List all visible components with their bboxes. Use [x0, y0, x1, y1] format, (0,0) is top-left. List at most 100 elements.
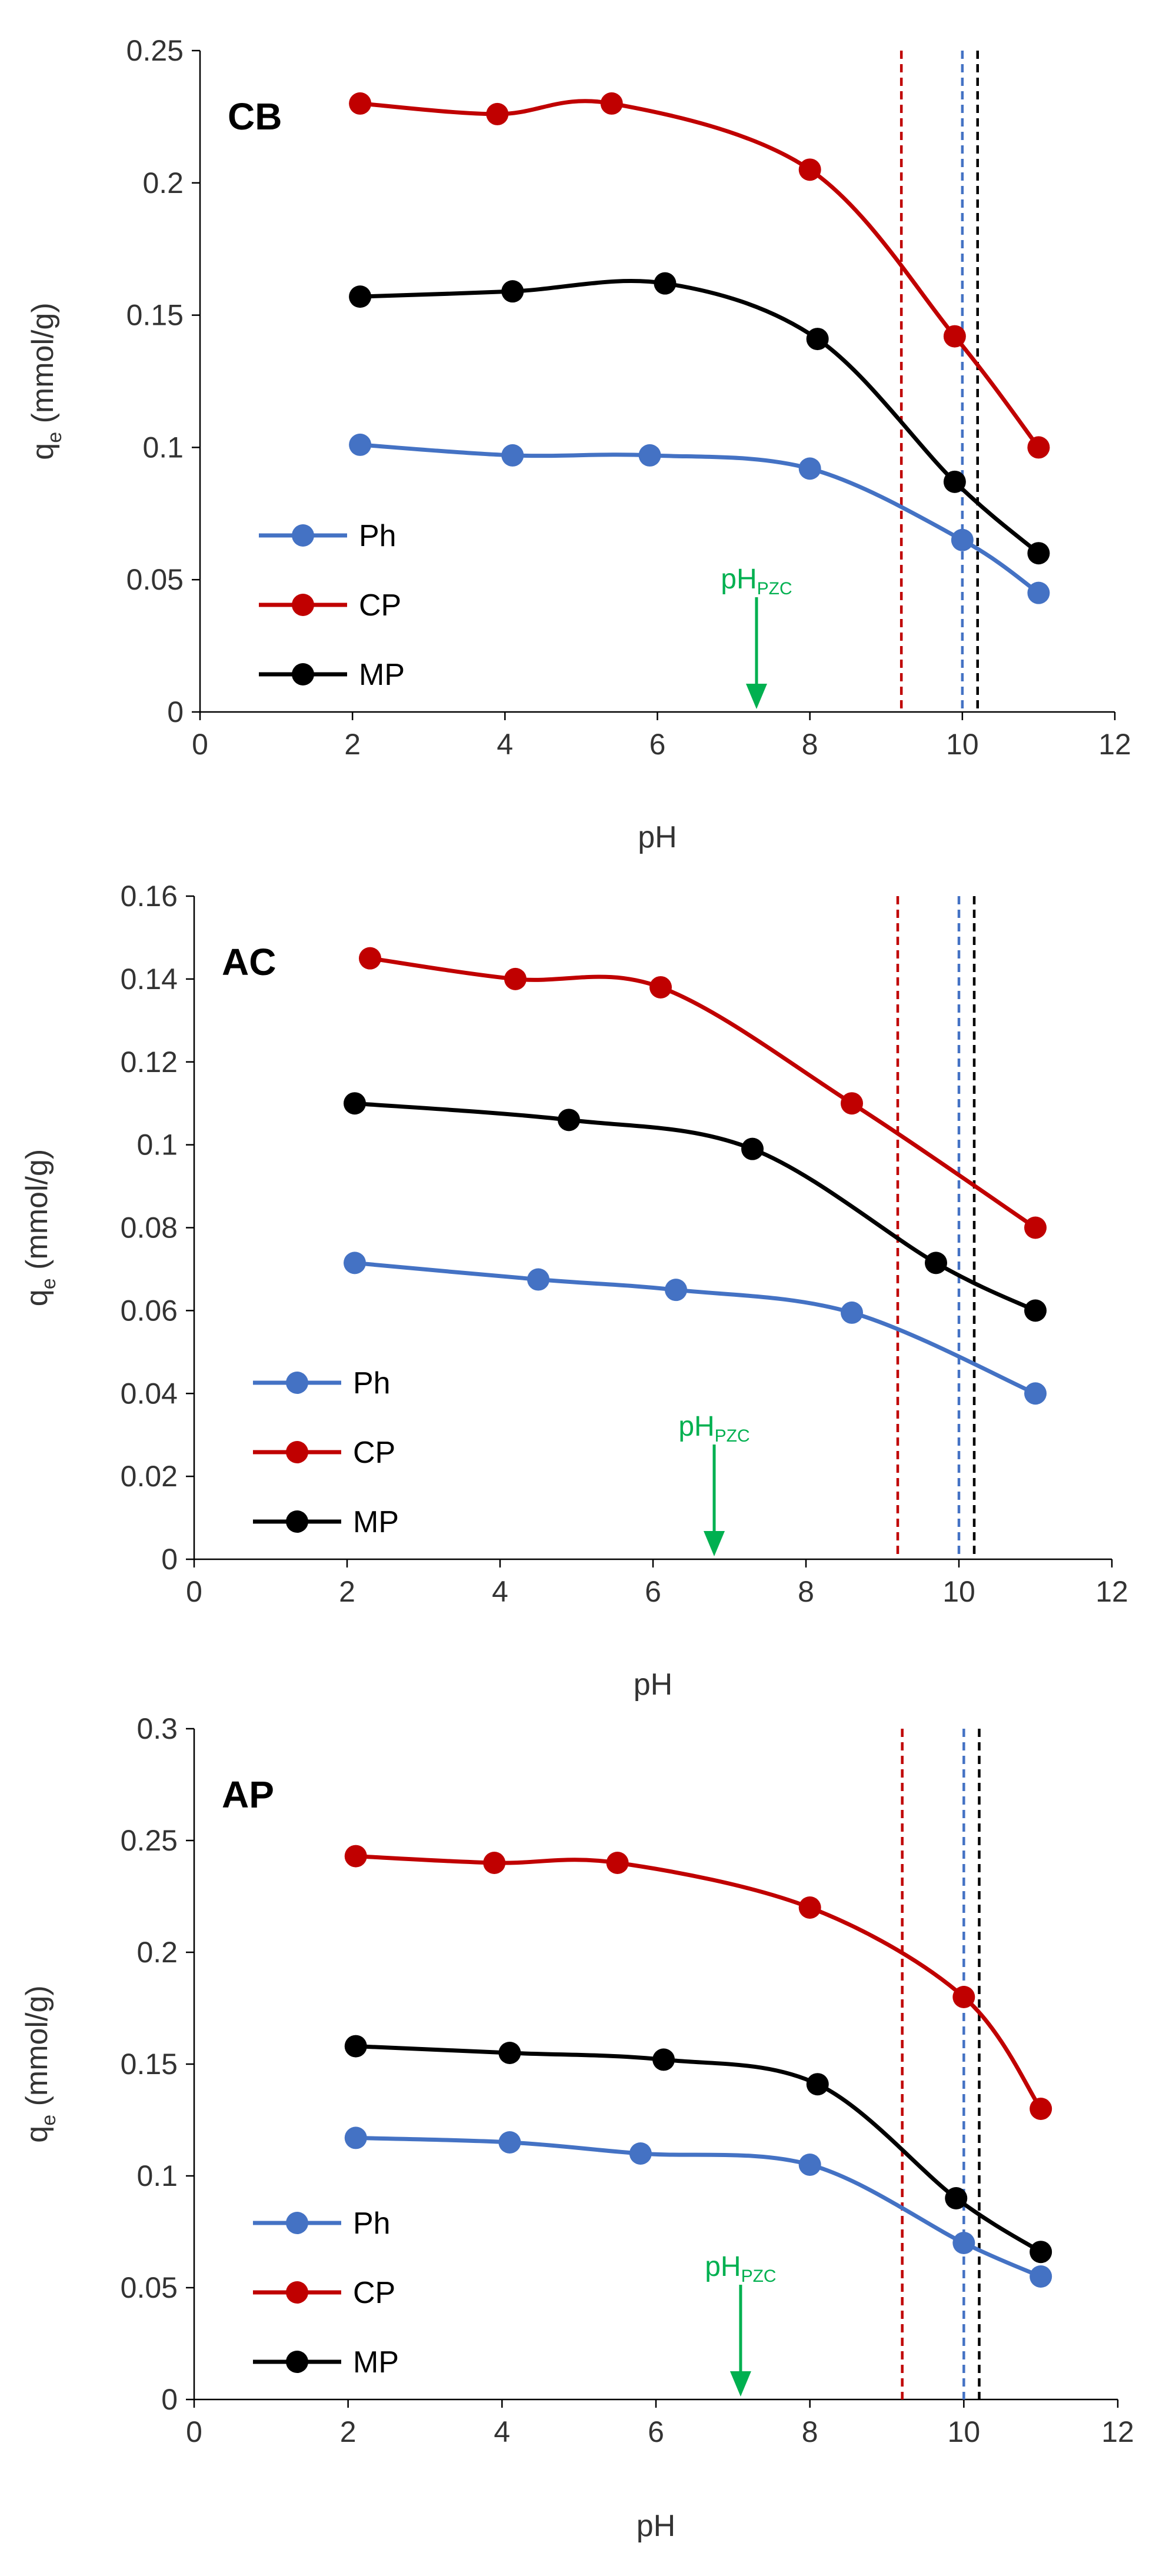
- x-tick-label: 12: [1095, 1575, 1128, 1608]
- data-point-mp: [344, 1092, 366, 1115]
- data-point-mp: [945, 2187, 968, 2209]
- y-tick-label: 0: [161, 2383, 178, 2416]
- data-point-cp: [606, 1852, 629, 1874]
- y-tick-label: 0.08: [121, 1212, 178, 1244]
- legend-marker-cp: [286, 2281, 308, 2304]
- legend-label-mp: MP: [353, 2345, 399, 2379]
- x-tick-label: 12: [1098, 728, 1131, 761]
- data-point-mp: [741, 1137, 764, 1160]
- x-tick-label: 8: [802, 2415, 818, 2448]
- data-point-mp: [498, 2042, 521, 2064]
- x-tick-label: 2: [344, 728, 361, 761]
- data-point-mp: [925, 1252, 947, 1274]
- y-tick-label: 0.2: [142, 167, 184, 199]
- data-point-ph: [1030, 2265, 1052, 2288]
- x-tick-label: 0: [186, 2415, 202, 2448]
- data-point-mp: [806, 2073, 829, 2096]
- pzc-annotation-sub: PZC: [741, 2267, 777, 2286]
- x-tick-label: 0: [192, 728, 208, 761]
- data-point-ph: [1027, 581, 1050, 604]
- legend-marker-mp: [292, 663, 314, 685]
- data-point-cp: [798, 1896, 821, 1919]
- data-point-ph: [344, 2126, 367, 2149]
- x-tick-label: 10: [946, 728, 979, 761]
- data-point-cp: [649, 976, 672, 999]
- pzc-arrow-head: [729, 2371, 751, 2397]
- legend-label-ph: Ph: [353, 2206, 391, 2241]
- series-line-mp: [354, 1101, 1037, 1313]
- panel-label: CB: [228, 95, 282, 138]
- data-point-mp: [652, 2048, 675, 2071]
- y-axis-label-main: q: [20, 2126, 54, 2143]
- series-line-ph: [354, 1260, 1037, 1396]
- data-point-ph: [629, 2142, 652, 2165]
- y-tick-label: 0.05: [121, 2271, 178, 2304]
- x-tick-label: 12: [1101, 2415, 1134, 2448]
- x-tick-label: 8: [802, 728, 818, 761]
- pzc-annotation-sub: PZC: [757, 579, 792, 598]
- legend-marker-ph: [286, 2212, 308, 2234]
- legend-marker-ph: [286, 1372, 308, 1394]
- x-tick-label: 8: [798, 1575, 814, 1608]
- y-tick-label: 0.1: [142, 431, 184, 464]
- legend-marker-cp: [286, 1441, 308, 1463]
- data-point-cp: [1027, 436, 1050, 459]
- data-point-ph: [798, 2154, 821, 2176]
- data-point-mp: [1027, 542, 1050, 565]
- series-line-mp: [355, 2044, 1042, 2254]
- legend-label-cp: CP: [353, 1436, 395, 1470]
- y-tick-label: 0: [161, 1543, 178, 1576]
- pzc-annotation-sub: PZC: [715, 1426, 750, 1446]
- data-point-mp: [349, 285, 372, 308]
- legend-label-cp: CP: [359, 588, 401, 623]
- y-tick-label: 0.02: [121, 1460, 178, 1493]
- series-line-ph: [355, 2135, 1042, 2279]
- data-point-cp: [359, 947, 381, 970]
- data-point-ph: [498, 2131, 521, 2154]
- data-point-ph: [527, 1268, 549, 1291]
- data-point-mp: [558, 1109, 580, 1131]
- y-tick-label: 0: [167, 695, 184, 728]
- data-point-ph: [501, 444, 524, 467]
- legend-marker-ph: [292, 524, 314, 547]
- x-tick-label: 4: [494, 2415, 510, 2448]
- y-tick-label: 0.05: [126, 563, 184, 596]
- data-point-ph: [1024, 1382, 1047, 1405]
- data-point-cp: [504, 967, 527, 990]
- x-axis-label: pH: [637, 2509, 675, 2543]
- y-tick-label: 0.15: [121, 2048, 178, 2081]
- y-axis-label-main: q: [20, 1289, 54, 1306]
- data-point-mp: [344, 2035, 367, 2058]
- x-tick-label: 10: [942, 1575, 975, 1608]
- data-point-ph: [638, 444, 661, 467]
- data-point-ph: [952, 2232, 975, 2254]
- data-point-ph: [349, 433, 372, 456]
- y-tick-label: 0.3: [136, 1712, 178, 1745]
- x-axis-label: pH: [634, 1668, 672, 1702]
- x-tick-label: 6: [645, 1575, 661, 1608]
- y-tick-label: 0.15: [126, 299, 184, 332]
- y-axis-label-tail: (mmol/g): [20, 1985, 54, 2115]
- legend-label-ph: Ph: [359, 519, 397, 553]
- y-axis-label: qe (mmol/g): [20, 1149, 60, 1306]
- y-tick-label: 0.1: [136, 1129, 178, 1161]
- data-point-mp: [943, 470, 966, 493]
- y-tick-label: 0.25: [126, 34, 184, 67]
- data-point-cp: [841, 1092, 863, 1115]
- y-tick-label: 0.2: [136, 1936, 178, 1969]
- y-axis-label-tail: (mmol/g): [20, 1149, 54, 1279]
- pzc-annotation-main: pH: [678, 1411, 714, 1442]
- y-axis-label-main: q: [26, 443, 60, 460]
- pzc-annotation-label: pHPZC: [721, 564, 792, 598]
- data-point-ph: [798, 457, 821, 480]
- panel-cb: 0 2 4 6 8 10 12 0 0.05 0.1 0.15 0.2 0.25 pH qe (mmol/g…: [26, 34, 1131, 854]
- x-tick-label: 2: [340, 2415, 357, 2448]
- x-axis-label: pH: [638, 820, 677, 854]
- data-point-cp: [1024, 1216, 1047, 1239]
- y-tick-label: 0.06: [121, 1294, 178, 1327]
- data-point-mp: [501, 280, 524, 303]
- x-tick-label: 6: [648, 2415, 664, 2448]
- data-point-cp: [1030, 2098, 1052, 2120]
- legend-marker-mp: [286, 1510, 308, 1533]
